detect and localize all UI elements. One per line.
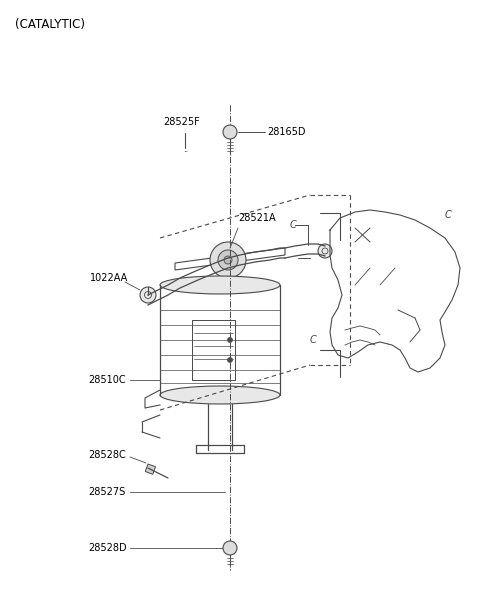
Bar xyxy=(145,464,156,474)
Ellipse shape xyxy=(160,276,280,294)
Circle shape xyxy=(223,125,237,139)
Circle shape xyxy=(218,250,238,270)
Text: ..: .. xyxy=(183,145,188,154)
Circle shape xyxy=(318,244,332,258)
Text: 28510C: 28510C xyxy=(88,375,126,385)
Text: C: C xyxy=(445,210,452,220)
Text: (CATALYTIC): (CATALYTIC) xyxy=(15,18,85,31)
Text: 28165D: 28165D xyxy=(267,127,305,137)
Circle shape xyxy=(228,357,232,362)
Text: 28528D: 28528D xyxy=(88,543,127,553)
Circle shape xyxy=(210,242,246,278)
Text: C: C xyxy=(310,335,317,345)
Text: 28527S: 28527S xyxy=(88,487,125,497)
Circle shape xyxy=(223,541,237,555)
Ellipse shape xyxy=(160,386,280,404)
Circle shape xyxy=(228,337,232,343)
Text: 1022AA: 1022AA xyxy=(90,273,128,283)
Circle shape xyxy=(140,287,156,303)
Text: 28521A: 28521A xyxy=(238,213,276,223)
Text: 28528C: 28528C xyxy=(88,450,126,460)
Text: 28525F: 28525F xyxy=(163,117,200,127)
Text: C: C xyxy=(290,220,297,230)
Circle shape xyxy=(224,256,232,264)
